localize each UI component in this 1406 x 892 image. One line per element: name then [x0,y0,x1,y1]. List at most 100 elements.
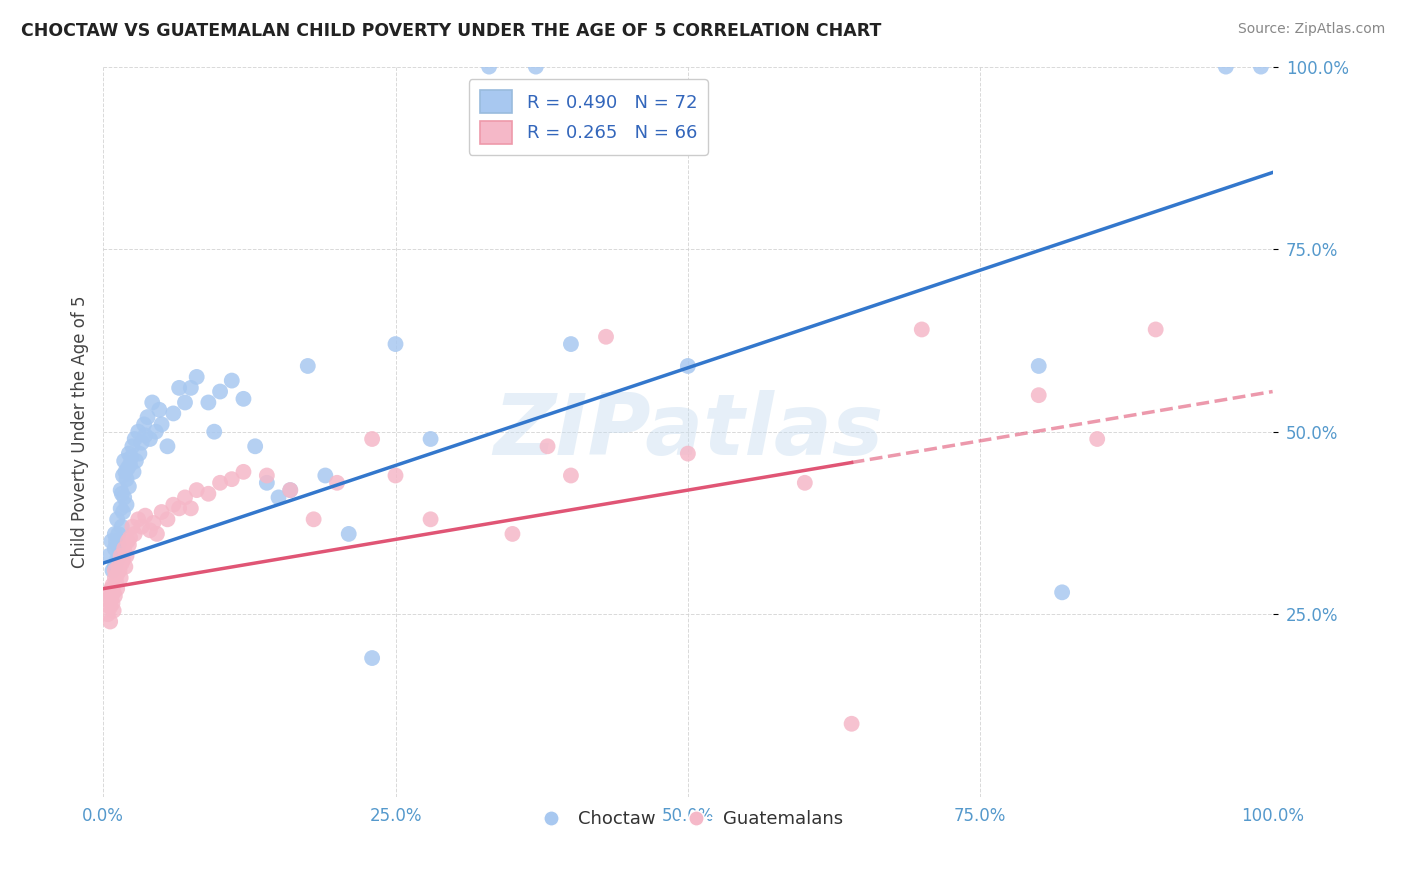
Point [1215,60,1237,74]
Point [104,574,127,589]
Point [111,468,134,483]
Point [115,549,138,563]
Point [148,402,170,417]
Point [256,468,278,483]
Point [104,571,127,585]
Point [174,395,197,409]
Point [197,487,219,501]
Point [134,508,156,523]
Point [536,439,558,453]
Point [174,491,197,505]
Point [478,60,501,74]
Point [134,428,156,442]
Point [104,541,127,556]
Point [122,465,145,479]
Point [419,512,441,526]
Point [121,439,143,453]
Point [101,578,124,592]
Point [384,468,406,483]
Point [197,395,219,409]
Point [108,563,131,577]
Point [110,501,132,516]
Point [98,585,121,599]
Point [108,549,131,563]
Point [118,447,141,461]
Point [131,519,153,533]
Point [127,425,149,439]
Point [167,501,190,516]
Point [595,330,617,344]
Text: ZIPatlas: ZIPatlas [492,390,883,473]
Point [124,527,146,541]
Point [361,432,384,446]
Point [326,475,349,490]
Point [1050,585,1073,599]
Point [232,392,254,406]
Point [167,381,190,395]
Point [139,432,162,446]
Point [141,395,163,409]
Point [114,465,136,479]
Point [278,483,301,497]
Point [115,472,138,486]
Point [125,454,148,468]
Point [180,501,202,516]
Y-axis label: Child Poverty Under the Age of 5: Child Poverty Under the Age of 5 [72,295,89,568]
Point [111,556,134,570]
Point [142,516,165,530]
Point [501,527,523,541]
Point [302,512,325,526]
Point [97,607,120,622]
Point [146,527,169,541]
Point [1028,359,1050,373]
Point [98,549,121,563]
Point [150,505,173,519]
Point [162,406,184,420]
Point [110,549,132,563]
Point [101,596,124,610]
Point [297,359,319,373]
Point [104,534,127,549]
Point [384,337,406,351]
Point [114,559,136,574]
Text: Source: ZipAtlas.com: Source: ZipAtlas.com [1237,22,1385,37]
Point [150,417,173,432]
Legend: Choctaw, Guatemalans: Choctaw, Guatemalans [526,803,851,835]
Point [1085,432,1108,446]
Point [120,450,142,465]
Point [1144,322,1167,336]
Point [105,567,128,582]
Point [1028,388,1050,402]
Point [202,425,225,439]
Point [117,461,139,475]
Point [115,498,138,512]
Point [103,604,125,618]
Point [232,465,254,479]
Point [100,582,122,596]
Point [121,519,143,533]
Point [180,381,202,395]
Point [118,479,141,493]
Point [105,512,128,526]
Point [98,599,121,614]
Point [107,538,129,552]
Text: CHOCTAW VS GUATEMALAN CHILD POVERTY UNDER THE AGE OF 5 CORRELATION CHART: CHOCTAW VS GUATEMALAN CHILD POVERTY UNDE… [21,22,882,40]
Point [112,491,135,505]
Point [361,651,384,665]
Point [118,538,141,552]
Point [156,512,179,526]
Point [267,491,290,505]
Point [118,458,141,472]
Point [186,483,208,497]
Point [105,552,128,566]
Point [112,454,135,468]
Point [156,439,179,453]
Point [132,417,155,432]
Point [127,512,149,526]
Point [128,447,150,461]
Point [221,472,243,486]
Point [131,435,153,450]
Point [136,410,159,425]
Point [111,552,134,566]
Point [278,483,301,497]
